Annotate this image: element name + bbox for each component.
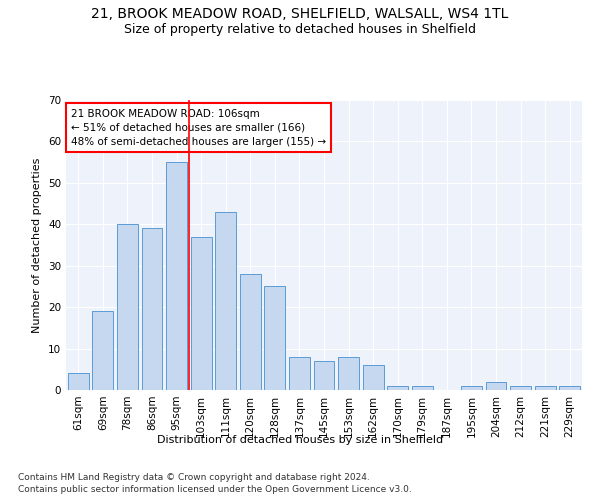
Text: Contains public sector information licensed under the Open Government Licence v3: Contains public sector information licen… bbox=[18, 485, 412, 494]
Text: 21, BROOK MEADOW ROAD, SHELFIELD, WALSALL, WS4 1TL: 21, BROOK MEADOW ROAD, SHELFIELD, WALSAL… bbox=[91, 8, 509, 22]
Bar bbox=[461, 386, 482, 390]
Bar bbox=[191, 236, 212, 390]
Bar bbox=[362, 365, 383, 390]
Bar bbox=[265, 286, 286, 390]
Bar bbox=[510, 386, 531, 390]
Text: 21 BROOK MEADOW ROAD: 106sqm
← 51% of detached houses are smaller (166)
48% of s: 21 BROOK MEADOW ROAD: 106sqm ← 51% of de… bbox=[71, 108, 326, 146]
Text: Size of property relative to detached houses in Shelfield: Size of property relative to detached ho… bbox=[124, 22, 476, 36]
Bar bbox=[117, 224, 138, 390]
Bar bbox=[338, 357, 359, 390]
Bar bbox=[387, 386, 408, 390]
Text: Contains HM Land Registry data © Crown copyright and database right 2024.: Contains HM Land Registry data © Crown c… bbox=[18, 472, 370, 482]
Bar bbox=[68, 374, 89, 390]
Bar bbox=[559, 386, 580, 390]
Bar bbox=[485, 382, 506, 390]
Bar bbox=[314, 361, 334, 390]
Y-axis label: Number of detached properties: Number of detached properties bbox=[32, 158, 43, 332]
Bar bbox=[92, 312, 113, 390]
Bar bbox=[142, 228, 163, 390]
Bar bbox=[289, 357, 310, 390]
Bar bbox=[412, 386, 433, 390]
Bar bbox=[166, 162, 187, 390]
Bar bbox=[240, 274, 261, 390]
Text: Distribution of detached houses by size in Shelfield: Distribution of detached houses by size … bbox=[157, 435, 443, 445]
Bar bbox=[535, 386, 556, 390]
Bar bbox=[215, 212, 236, 390]
